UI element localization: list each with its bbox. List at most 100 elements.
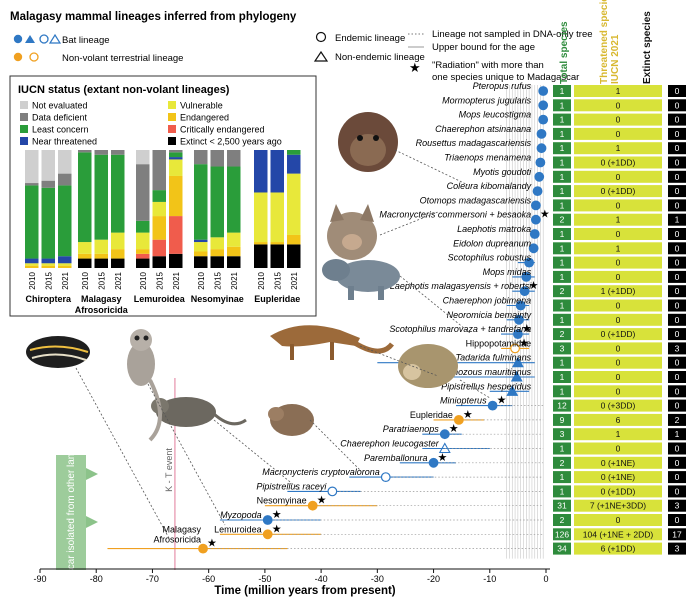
legend-dotted-label: Lineage not sampled in DNA-only tree [432,29,593,40]
x-axis-tick-label: -60 [202,574,215,584]
lineage-label: Laephotis matroka [457,224,531,234]
lineage-label: Macronycteris commersoni + besaoka [379,210,531,220]
lineage-label: Pipistrellus raceyi [256,481,327,491]
extinct-cell [668,485,686,498]
lineage-label: Pteropus rufus [473,81,532,91]
iucn-bar-0-2-vu [58,263,72,266]
total-cell [553,270,571,283]
legend-bat-label: Bat lineage [62,35,110,46]
lineage-point-triangle [506,385,519,396]
iucn-legend-swatch-en [168,113,176,121]
iucn-bar-0-1-dd [41,180,55,188]
total-cell [553,85,571,97]
iucn-legend-swatch-cr [168,125,176,133]
column-headers: Total species Threatened speciesIUCN 2021… [559,0,653,84]
iucn-bar-1-0-en [78,253,92,259]
iucn-bar-0-0-dd [25,183,39,186]
extinct-value: 0 [675,358,680,368]
threatened-value: 0 (+1NE) [601,458,635,468]
iucn-bar-2-1-cr [152,239,166,257]
extinct-cell [668,456,686,469]
legend-bat-open-triangle-icon [48,33,62,44]
total-cell [553,142,571,155]
lineage-point [262,515,273,525]
iucn-bar-3-2-en [227,246,241,257]
iucn-legend-label-cr: Critically endangered [180,125,265,135]
iucn-legend-swatch-vu [168,101,176,109]
iucn-legend-swatch-ne [20,101,28,109]
total-value: 1 [560,86,565,96]
iucn-bar-2-1-lc [152,190,166,202]
iucn-year-label: 2010 [257,271,266,289]
iucn-year-label: 2021 [114,271,123,289]
lineage-label: Nesomyinae [257,496,307,506]
iucn-bar-1-2-ex [111,258,125,268]
threatened-cell [574,542,662,555]
lineage-point [534,171,545,182]
figure-title: Malagasy mammal lineages inferred from p… [10,11,297,23]
total-cell [553,285,571,298]
iucn-bar-0-2-en [58,265,72,268]
threatened-value: 0 [616,172,621,182]
extinct-cell [668,199,686,212]
total-value: 1 [560,200,565,210]
lineage-label: Miniopterus [440,396,487,406]
threatened-value: 0 [616,200,621,210]
total-cell [553,413,571,426]
iucn-group-label: Nesomyinae [191,294,244,304]
x-axis-tick-label: -90 [33,574,46,584]
threatened-cell [574,270,662,283]
extinct-value: 0 [675,301,680,311]
threatened-value: 1 (+1DD) [601,286,636,296]
lineage-label: Rousettus madagascariensis [416,138,532,148]
iucn-bar-2-0-lc [136,220,150,233]
iucn-bar-2-2-ex [169,253,183,268]
total-cell [553,371,571,383]
iucn-bar-3-1-vu [210,237,224,250]
lineage-label: Laephotis malagasyensis + robertsi [390,281,532,291]
radiation-star-icon: ★ [519,337,529,349]
extinct-value: 0 [675,86,680,96]
extinct-cell [668,270,686,283]
total-value: 1 [560,358,565,368]
lineage-point [536,143,547,154]
isolation-arrow-icon [86,516,98,528]
total-cell [553,156,571,169]
total-value: 2 [560,458,565,468]
iucn-bar-2-1-dd [152,150,166,191]
lineage-point [521,272,532,282]
iucn-group-label: Eupleridae [254,294,300,304]
total-value: 1 [560,143,565,153]
threatened-cell [574,399,662,412]
threatened-cell [574,385,662,398]
bat-face-2-illustration [327,204,377,260]
threatened-value: 0 [616,386,621,396]
threatened-value: 1 [616,86,621,96]
iucn-bar-3-0-nt [194,239,208,243]
threatened-cell [574,471,662,484]
iucn-legend-label-vu: Vulnerable [180,101,223,111]
lineage-point [512,329,523,340]
extinct-cell [668,256,686,269]
extinct-cell [668,85,686,97]
total-value: 1 [560,272,565,282]
total-value: 2 [560,329,565,339]
total-value: 2 [560,215,565,225]
lineage-label: Tadarida fulminans [455,353,531,363]
iucn-bar-4-2-nt [287,154,301,174]
total-value: 2 [560,286,565,296]
extinct-value: 0 [675,172,680,182]
extinct-value: 0 [675,143,680,153]
threatened-value: 6 [616,415,621,425]
iucn-bar-4-0-ex [254,244,268,268]
iucn-year-label: 2015 [44,271,53,289]
bat-face-illustration [338,112,398,172]
threatened-cell [574,156,662,169]
lineage-point [528,243,539,254]
iucn-group-label: Chiroptera [25,294,72,304]
total-value: 1 [560,386,565,396]
iucn-bar-3-0-dd [194,150,208,165]
threatened-value: 0 [616,258,621,268]
x-axis-tick-label: -10 [483,574,496,584]
